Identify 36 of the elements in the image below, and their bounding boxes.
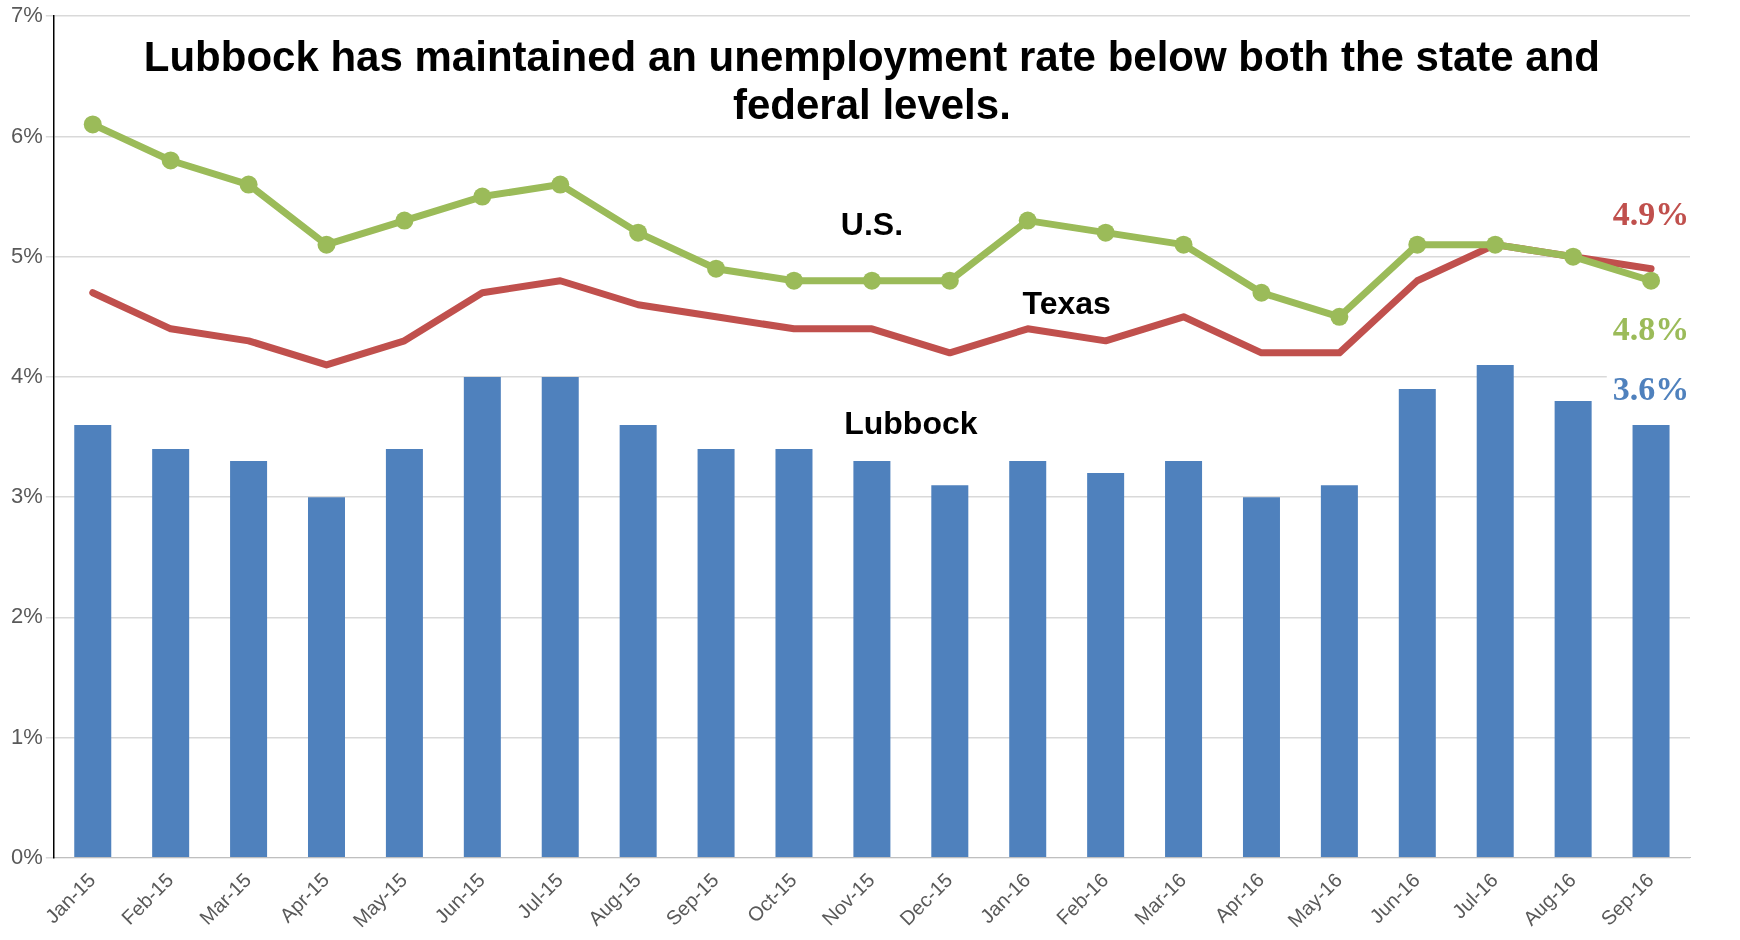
- point: [629, 223, 648, 242]
- point: [317, 235, 336, 254]
- point: [940, 271, 959, 290]
- point: [161, 151, 180, 170]
- y-tick-label: 6%: [11, 122, 43, 148]
- data-label: 4.8%: [1612, 309, 1690, 347]
- y-tick-label: 4%: [11, 362, 43, 388]
- point: [239, 175, 258, 194]
- point: [707, 259, 726, 278]
- data-label: 3.6%: [1612, 369, 1690, 407]
- point: [1486, 235, 1505, 254]
- series-label: Texas: [1022, 284, 1111, 321]
- series-label: Lubbock: [844, 404, 978, 441]
- point: [1096, 223, 1115, 242]
- point: [395, 211, 414, 230]
- y-tick-label: 2%: [11, 603, 43, 629]
- point: [1642, 271, 1661, 290]
- text: Lubbock has maintained an unemployment rate below both the state and federal levels.: [143, 32, 1600, 128]
- point: [1174, 235, 1193, 254]
- point: [1252, 283, 1271, 302]
- point: [1330, 307, 1349, 326]
- point: [83, 115, 102, 134]
- point: [473, 187, 492, 206]
- point: [551, 175, 570, 194]
- point: [784, 271, 803, 290]
- data-label: 4.9%: [1612, 195, 1690, 233]
- y-tick-label: 3%: [11, 483, 43, 509]
- point: [1408, 235, 1427, 254]
- point: [1018, 211, 1037, 230]
- y-tick-label: 5%: [11, 242, 43, 268]
- y-tick-label: 7%: [11, 2, 43, 28]
- point: [1564, 247, 1583, 266]
- y-tick-label: 0%: [11, 843, 43, 869]
- y-tick-label: 1%: [11, 723, 43, 749]
- point: [862, 271, 881, 290]
- series-label: U.S.: [840, 206, 904, 243]
